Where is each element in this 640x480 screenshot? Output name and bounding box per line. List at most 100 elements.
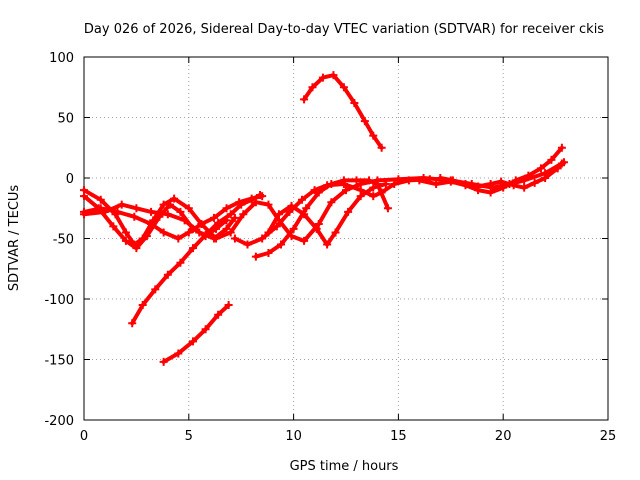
data-point — [383, 204, 392, 213]
data-point — [165, 200, 174, 209]
data-point — [327, 198, 336, 207]
y-tick-label: -150 — [44, 354, 74, 369]
data-point — [344, 207, 353, 216]
data-point — [188, 337, 197, 346]
data-point — [222, 204, 231, 213]
data-point — [350, 98, 359, 107]
data-point — [314, 219, 323, 228]
data-point — [310, 186, 319, 195]
data-point — [541, 174, 550, 182]
data-point — [113, 207, 122, 216]
data-point — [511, 176, 520, 185]
y-axis-label: SDTVAR / TECUs — [7, 185, 22, 292]
x-tick-label: 15 — [390, 429, 407, 444]
series-track-10 — [302, 73, 384, 150]
data-point — [224, 301, 233, 310]
data-point — [390, 180, 399, 189]
data-point — [369, 192, 378, 201]
data-point — [128, 319, 137, 328]
tick-labels: 0 5 10 15 20 25 -200 -150 -100 -50 0 50 100 — [44, 51, 616, 444]
data-point — [360, 117, 369, 126]
data-point — [339, 176, 348, 185]
data-point — [300, 236, 309, 245]
data-point — [184, 228, 193, 237]
data-point — [230, 234, 239, 243]
data-point — [226, 210, 235, 219]
data-point — [214, 218, 223, 227]
data-point — [201, 230, 210, 239]
data-point — [497, 177, 506, 186]
data-point — [243, 240, 252, 249]
x-tick-label: 20 — [495, 429, 512, 444]
data-point — [230, 213, 239, 222]
x-tick-label: 10 — [285, 429, 302, 444]
data-point — [226, 228, 235, 237]
data-point — [323, 240, 332, 249]
data-point — [251, 252, 260, 261]
data-point — [222, 224, 231, 233]
axis-ticks — [83, 56, 609, 421]
data-point — [381, 180, 390, 189]
x-tick-label: 25 — [600, 429, 617, 444]
data-point — [289, 224, 298, 233]
chart-title: Day 026 of 2026, Sidereal Day-to-day VTE… — [84, 22, 604, 37]
data-point — [100, 207, 109, 216]
data-point — [201, 325, 210, 334]
data-point — [256, 190, 265, 199]
data-point — [557, 143, 566, 152]
data-point — [121, 236, 130, 245]
data-point — [188, 244, 197, 253]
data-point — [174, 349, 183, 358]
y-tick-label: 0 — [66, 172, 74, 187]
data-point — [369, 131, 378, 140]
data-point — [163, 210, 172, 219]
data-point — [365, 176, 374, 185]
data-point — [536, 164, 545, 173]
data-point — [132, 244, 141, 253]
data-point — [499, 183, 508, 192]
data-point — [209, 213, 218, 222]
data-point — [132, 204, 141, 213]
data-point — [520, 183, 529, 192]
data-point — [117, 200, 126, 209]
data-point — [486, 188, 495, 197]
plot-frame — [83, 56, 609, 421]
data-point — [432, 180, 441, 189]
data-point — [300, 210, 309, 219]
data-point — [180, 216, 189, 225]
data-point — [474, 182, 483, 191]
y-tick-label: -200 — [44, 414, 74, 429]
data-point — [300, 95, 309, 104]
data-point — [176, 207, 185, 216]
data-point — [264, 200, 273, 209]
data-point — [461, 180, 470, 189]
data-point — [159, 228, 168, 237]
data-point — [277, 240, 286, 249]
data-point — [302, 204, 311, 213]
data-point — [274, 210, 283, 219]
data-point — [195, 228, 204, 237]
data-point — [331, 228, 340, 237]
data-point — [339, 83, 348, 92]
data-point — [151, 285, 160, 294]
data-point — [377, 143, 386, 152]
data-point — [96, 195, 105, 204]
data-point — [547, 155, 556, 164]
data-point — [80, 192, 88, 201]
data-point — [264, 249, 273, 258]
x-tick-label: 0 — [80, 429, 88, 444]
y-tick-label: 50 — [57, 112, 74, 127]
y-tick-label: 100 — [49, 51, 74, 66]
data-point — [415, 176, 424, 185]
data-point — [247, 195, 256, 204]
y-tick-label: -100 — [44, 293, 74, 308]
series-track-6 — [161, 303, 231, 364]
data-point — [524, 171, 533, 180]
data-point — [174, 234, 183, 243]
data-point — [138, 301, 147, 310]
data-point — [121, 228, 130, 237]
data-point — [130, 212, 139, 221]
data-point — [159, 357, 168, 366]
data-point — [258, 234, 267, 243]
